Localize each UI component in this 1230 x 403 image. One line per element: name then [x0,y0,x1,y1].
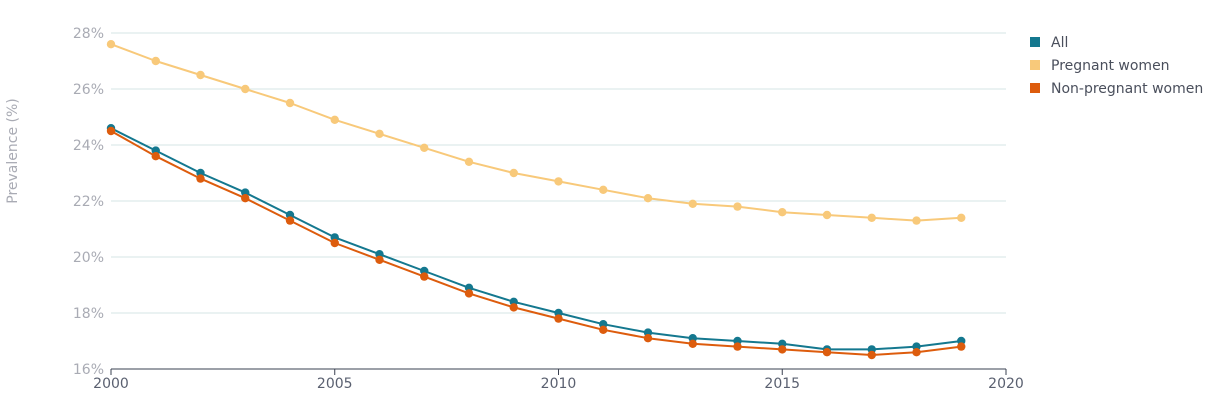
data-point[interactable] [912,216,921,225]
y-tick-label: 16% [73,362,104,378]
data-point[interactable] [330,115,339,125]
data-point[interactable] [285,216,295,225]
y-tick-label: 18% [73,306,104,322]
data-point[interactable] [554,177,563,186]
data-point[interactable] [778,345,787,354]
data-point[interactable] [151,152,160,161]
data-point[interactable] [599,325,608,334]
y-axis-title: Prevalence (%) [5,98,21,204]
legend-swatch [1030,37,1040,47]
data-point[interactable] [196,70,205,80]
legend-label: Non-pregnant women [1051,81,1203,97]
y-tick-label: 26% [73,82,104,98]
data-point[interactable] [599,185,608,194]
legend-swatch [1030,60,1040,70]
data-point[interactable] [822,348,832,357]
y-tick-label: 28% [73,26,104,42]
legend-label: All [1051,35,1068,51]
x-tick-label: 2005 [317,376,353,392]
data-point[interactable] [643,194,653,203]
data-point[interactable] [509,303,518,312]
data-point[interactable] [464,289,474,298]
y-tick-label: 20% [73,250,104,266]
data-point[interactable] [778,208,787,217]
data-point[interactable] [106,40,116,49]
data-point[interactable] [464,157,474,166]
data-point[interactable] [733,342,742,351]
series-line-non-pregnant-women [110,130,962,356]
data-point[interactable] [509,168,518,178]
data-point[interactable] [106,126,116,136]
data-point[interactable] [822,210,832,220]
y-tick-label: 24% [73,138,104,154]
data-point[interactable] [375,129,384,138]
data-point[interactable] [733,202,742,211]
series-lines [110,43,962,356]
legend-swatch [1030,83,1040,93]
axes: 16% 18% 20% 22% 24% 26% 28% 2000 2005 2010 2015 202… [73,26,1024,392]
data-point[interactable] [420,143,429,152]
x-tick-label: 2010 [541,376,577,392]
x-tick-label: 2000 [93,376,129,392]
y-tick-label: 22% [73,194,104,210]
data-point[interactable] [241,194,250,203]
series-line-all [110,127,962,351]
data-point[interactable] [912,348,921,357]
data-point[interactable] [867,213,876,222]
data-point[interactable] [643,334,653,343]
data-point[interactable] [957,342,966,351]
data-point[interactable] [285,98,295,108]
series-points [106,40,966,360]
data-point[interactable] [151,56,160,66]
data-point[interactable] [196,174,205,183]
data-point[interactable] [688,339,697,348]
x-tick-label: 2015 [764,376,800,392]
data-point[interactable] [554,314,563,323]
legend: All Pregnant women Non-pregnant women [1030,35,1203,97]
data-point[interactable] [420,272,429,281]
data-point[interactable] [375,255,384,264]
data-point[interactable] [867,350,876,360]
series-line-pregnant-women [110,43,962,222]
data-point[interactable] [957,213,966,222]
data-point[interactable] [330,238,339,248]
x-tick-label: 2020 [988,376,1024,392]
data-point[interactable] [241,84,250,94]
legend-label: Pregnant women [1051,58,1170,74]
data-point[interactable] [688,199,697,208]
